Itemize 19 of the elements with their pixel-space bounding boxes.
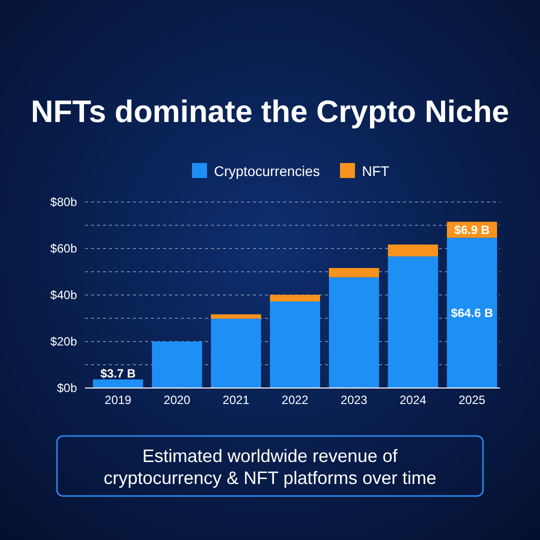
legend-label: Cryptocurrencies: [214, 163, 320, 179]
x-tick-label: 2024: [400, 393, 427, 407]
data-label: $64.6 B: [450, 306, 494, 320]
chart-title: NFTs dominate the Crypto Niche: [30, 94, 510, 129]
x-tick-label: 2019: [104, 393, 132, 407]
x-tick-label: 2023: [340, 393, 368, 407]
y-tick-label: $40b: [50, 288, 78, 302]
x-tick-label: 2025: [458, 393, 486, 407]
x-tick-label: 2022: [282, 393, 309, 407]
data-label: $6.9 B: [454, 222, 490, 237]
x-tick-label: 2021: [222, 393, 250, 407]
legend-label: NFT: [362, 163, 390, 179]
text: Estimated worldwide revenue of cryptocurrency & NFT platforms over time: [104, 446, 436, 488]
y-tick-label: $0b: [56, 381, 78, 396]
y-tick-label: $60b: [50, 242, 78, 256]
x-tick-label: 2020: [164, 393, 191, 407]
y-tick-label: $20b: [50, 334, 78, 349]
data-label: $3.7 B: [100, 366, 136, 380]
y-tick-label: $80b: [50, 195, 78, 210]
